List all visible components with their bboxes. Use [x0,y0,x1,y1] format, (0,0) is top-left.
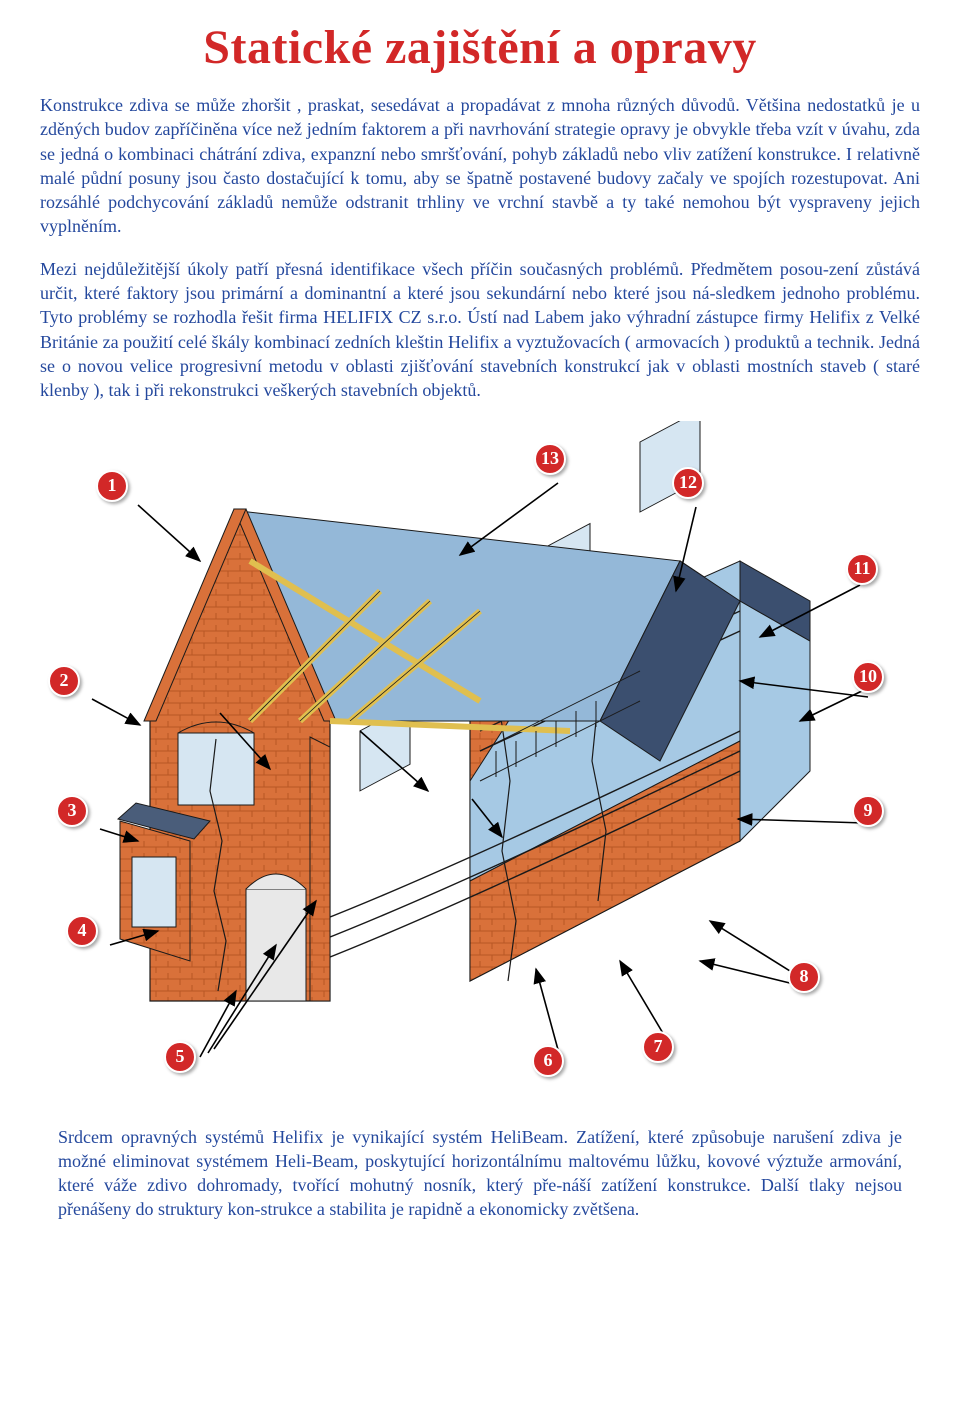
intro-paragraph-1: Konstrukce zdiva se může zhoršit , prask… [40,93,920,239]
house-diagram: 12345678910111213 [40,421,920,1111]
marker-2: 2 [48,665,80,697]
marker-13: 13 [534,443,566,475]
marker-3: 3 [56,795,88,827]
marker-4: 4 [66,915,98,947]
marker-5: 5 [164,1041,196,1073]
marker-9: 9 [852,795,884,827]
document-page: Statické zajištění a opravy Konstrukce z… [0,0,960,1418]
footer-paragraph: Srdcem opravných systémů Helifix je vyni… [58,1125,902,1222]
page-title: Statické zajištění a opravy [40,20,920,75]
marker-12: 12 [672,467,704,499]
marker-10: 10 [852,661,884,693]
marker-8: 8 [788,961,820,993]
marker-6: 6 [532,1045,564,1077]
marker-1: 1 [96,470,128,502]
marker-7: 7 [642,1031,674,1063]
intro-paragraph-2: Mezi nejdůležitější úkoly patří přesná i… [40,257,920,403]
marker-11: 11 [846,553,878,585]
house-svg [40,421,920,1111]
